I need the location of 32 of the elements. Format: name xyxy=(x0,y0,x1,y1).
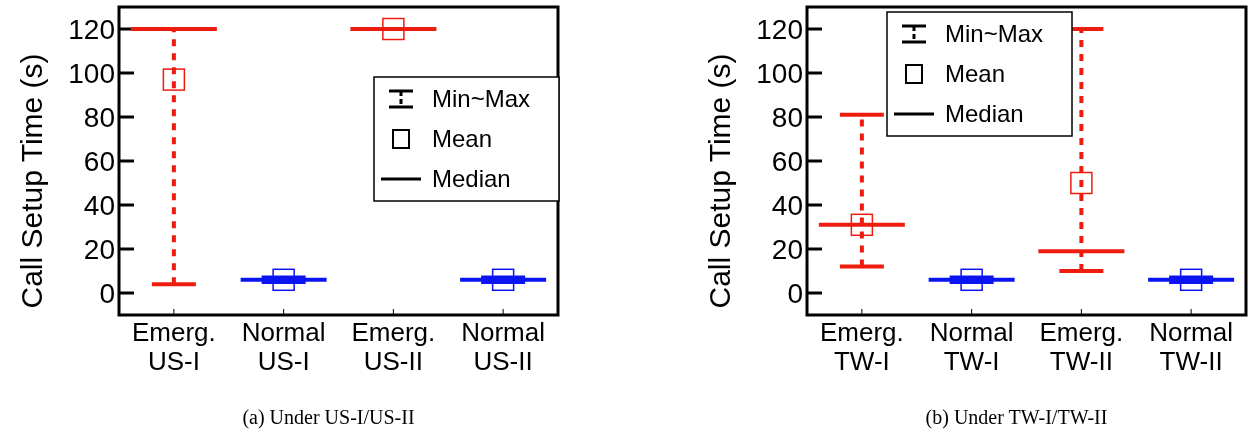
annotation: Mean xyxy=(945,60,1006,88)
text: (b) Under TW-I/TW-II xyxy=(925,406,1108,429)
y-tick-label: 120 xyxy=(756,13,803,45)
y-tick-label: 100 xyxy=(756,57,803,89)
annotation: Min~Max xyxy=(432,85,531,113)
annotation: Median xyxy=(432,165,511,193)
text: (a) Under US-I/US-II xyxy=(242,406,415,429)
y-tick-label: 0 xyxy=(99,277,115,309)
y-tick-label: 100 xyxy=(68,57,115,89)
y-tick-label: 60 xyxy=(771,145,803,177)
y-tick-label: 80 xyxy=(83,101,115,133)
x-tick-label: Emerg. US-II xyxy=(351,317,436,376)
y-tick-label: 80 xyxy=(771,101,803,133)
annotation: Min~Max xyxy=(945,20,1044,48)
y-tick-label: 40 xyxy=(771,189,803,221)
x-tick-label: Emerg. TW-II xyxy=(1039,317,1124,376)
y-tick-label: 0 xyxy=(787,277,803,309)
y-axis-title: Call Setup Time (s) xyxy=(703,53,736,309)
x-tick-label: Emerg. US-I xyxy=(131,317,216,376)
x-tick-label: Normal US-II xyxy=(461,317,546,376)
y-tick-label: 20 xyxy=(83,233,115,265)
annotation: Median xyxy=(945,100,1024,128)
y-tick-label: 40 xyxy=(83,189,115,221)
y-tick-label: 20 xyxy=(771,233,803,265)
x-tick-label: Normal TW-I xyxy=(929,317,1014,376)
y-tick-label: 120 xyxy=(68,13,115,45)
y-tick-label: 60 xyxy=(83,145,115,177)
x-tick-label: Normal TW-II xyxy=(1149,317,1234,376)
x-tick-label: Normal US-I xyxy=(241,317,326,376)
x-tick-label: Emerg. TW-I xyxy=(819,317,904,376)
y-axis-title: Call Setup Time (s) xyxy=(15,53,48,309)
annotation: Mean xyxy=(432,125,493,153)
